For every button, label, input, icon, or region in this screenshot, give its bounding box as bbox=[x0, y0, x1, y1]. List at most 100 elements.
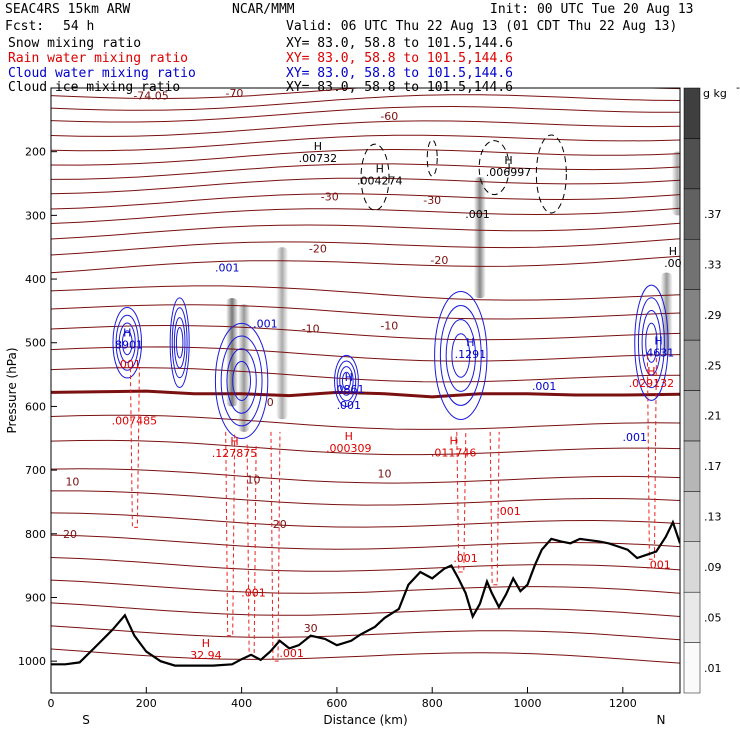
extremum-value-13: .001 bbox=[622, 431, 647, 444]
extremum-symbol-7: H bbox=[123, 327, 131, 340]
cloud-water-contour-5-3 bbox=[645, 322, 658, 363]
extremum-value-23: .001 bbox=[241, 586, 266, 599]
cloud-water-contour-0-0 bbox=[112, 307, 143, 379]
extremum-symbol-8: H bbox=[345, 371, 353, 384]
temperature-contour-9 bbox=[51, 207, 680, 224]
colorbar-tick-7: .29 bbox=[704, 309, 722, 322]
cloud-water-contour-1-0 bbox=[169, 297, 190, 389]
temperature-contour-27 bbox=[51, 625, 680, 641]
colorbar-swatch-3 bbox=[683, 491, 701, 543]
colorbar-swatch-8 bbox=[683, 239, 701, 290]
model-title: SEAC4RS 15km ARW bbox=[5, 2, 131, 17]
center-label: NCAR/MMM bbox=[232, 2, 295, 17]
x-end-label-north: N bbox=[657, 713, 666, 727]
x-end-label-south: S bbox=[82, 713, 90, 727]
cloud-water-contour-0-2 bbox=[118, 322, 136, 363]
field-xy-rain: XY= 83.0, 58.8 to 101.5,144.6 bbox=[286, 51, 513, 66]
cloud-water-contour-3-0 bbox=[334, 354, 359, 408]
extremum-value-22: .001 bbox=[646, 558, 671, 571]
cloud-ice-contour-3 bbox=[535, 134, 567, 214]
colorbar-tick-2: .09 bbox=[704, 561, 722, 574]
y-tick-label-3: 700 bbox=[25, 464, 46, 477]
temperature-contour-14 bbox=[51, 304, 680, 320]
temperature-contour-16 bbox=[51, 346, 680, 362]
temperature-contour-23 bbox=[51, 534, 680, 550]
extremum-value-17: .000309 bbox=[326, 442, 372, 455]
terrain-surface bbox=[51, 519, 680, 667]
y-tick-label-1: 900 bbox=[25, 591, 46, 604]
colorbar-swatch-4 bbox=[683, 440, 701, 492]
cloud-ice-contour-2 bbox=[478, 140, 510, 196]
extremum-value-11: .001 bbox=[337, 399, 362, 412]
colorbar-tick-6: .25 bbox=[704, 359, 722, 372]
extremum-value-2: .006997 bbox=[486, 166, 532, 179]
extremum-value-14: .001 bbox=[116, 358, 141, 371]
temperature-contour-18 bbox=[51, 414, 680, 430]
terrain-line bbox=[51, 519, 680, 667]
temperature-contour-17 bbox=[51, 367, 680, 383]
colorbar: .01 .05 .09 .13 .17 .21 .25 .29 .33 .37 g kg -1 bbox=[683, 81, 740, 694]
temperature-contour-12 bbox=[51, 255, 680, 274]
cloud-water-contour-2-1 bbox=[220, 335, 263, 427]
temperature-contour-21 bbox=[51, 490, 680, 506]
extremum-symbol-9: H bbox=[466, 336, 474, 349]
extremum-value-10: .001 bbox=[532, 380, 557, 393]
rain-water-contours bbox=[129, 355, 657, 662]
temperature-contour-7 bbox=[51, 177, 680, 195]
temperature-contour-26 bbox=[51, 602, 680, 617]
temperature-contour-0 bbox=[51, 88, 680, 100]
rain-water-contour-1 bbox=[225, 431, 236, 637]
temperature-label-4: -30 bbox=[423, 194, 441, 207]
temperature-label-6: -20 bbox=[430, 254, 448, 267]
temperature-contour-3 bbox=[51, 120, 680, 137]
temperature-label-8: -10 bbox=[380, 320, 398, 333]
extremum-symbol-18: H bbox=[450, 434, 458, 447]
extremum-value-19: .001 bbox=[496, 505, 521, 518]
snow-mixing-ratio-shading bbox=[226, 151, 680, 432]
extremum-value-24: .001 bbox=[279, 647, 304, 660]
temperature-label-2: -60 bbox=[380, 110, 398, 123]
temperature-contour-1 bbox=[51, 94, 680, 111]
temperature-label-12: 10 bbox=[378, 467, 392, 480]
extremum-value-3: .001 bbox=[465, 208, 490, 221]
y-tick-label-8: 200 bbox=[25, 146, 46, 159]
colorbar-unit: g kg bbox=[703, 87, 727, 100]
extremum-value-7: .8901 bbox=[111, 339, 143, 352]
colorbar-swatch-11 bbox=[683, 87, 701, 139]
temperature-label-5: -20 bbox=[309, 242, 327, 255]
contour-labels: -74.05 -70 -60 -30 -30 -20 -20 -10 -10 0 10 10 10 20 2… bbox=[63, 87, 682, 662]
colorbar-swatch-2 bbox=[683, 541, 701, 593]
temperature-label-10: 10 bbox=[65, 476, 79, 489]
forecast-label: Fcst: bbox=[5, 19, 45, 34]
y-tick-label-7: 300 bbox=[25, 209, 46, 222]
extremum-symbol-12: H bbox=[654, 334, 662, 347]
rain-water-contour-0 bbox=[129, 368, 140, 528]
x-tick-label-1: 200 bbox=[136, 697, 157, 710]
x-tick-label-2: 400 bbox=[231, 697, 252, 710]
cloud-water-contour-3-3 bbox=[341, 371, 351, 391]
rain-water-contour-6 bbox=[646, 355, 657, 560]
valid-time: Valid: 06 UTC Thu 22 Aug 13 (01 CDT Thu … bbox=[286, 19, 678, 34]
x-axis-label: Distance (km) bbox=[323, 713, 407, 727]
rain-water-contour-4 bbox=[456, 431, 467, 573]
temperature-label-7: -10 bbox=[302, 323, 320, 336]
y-tick-label-4: 600 bbox=[25, 400, 46, 413]
cloud-water-contour-2-3 bbox=[232, 360, 252, 402]
extremum-value-8: .0861 bbox=[333, 383, 365, 396]
cloud-water-contour-4-1 bbox=[439, 305, 482, 406]
cloud-water-contour-4-3 bbox=[451, 333, 471, 378]
colorbar-swatch-10 bbox=[683, 138, 701, 190]
temperature-contour-15 bbox=[51, 324, 680, 341]
colorbar-tick-3: .13 bbox=[704, 511, 722, 524]
colorbar-swatch-5 bbox=[683, 390, 701, 442]
colorbar-tick-9: .37 bbox=[704, 208, 722, 221]
extremum-symbol-2: H bbox=[504, 154, 512, 167]
temperature-contour-13 bbox=[51, 285, 680, 301]
extremum-value-25: 32.94 bbox=[190, 649, 222, 662]
cloud-ice-contours bbox=[360, 134, 567, 214]
extremum-value-1: .004274 bbox=[357, 174, 403, 187]
temperature-contour-20 bbox=[51, 468, 680, 484]
cloud-ice-contour-1 bbox=[426, 139, 438, 177]
field-xy-cloud-water: XY= 83.0, 58.8 to 101.5,144.6 bbox=[286, 66, 513, 81]
y-axis-label: Pressure (hPa) bbox=[5, 347, 19, 433]
